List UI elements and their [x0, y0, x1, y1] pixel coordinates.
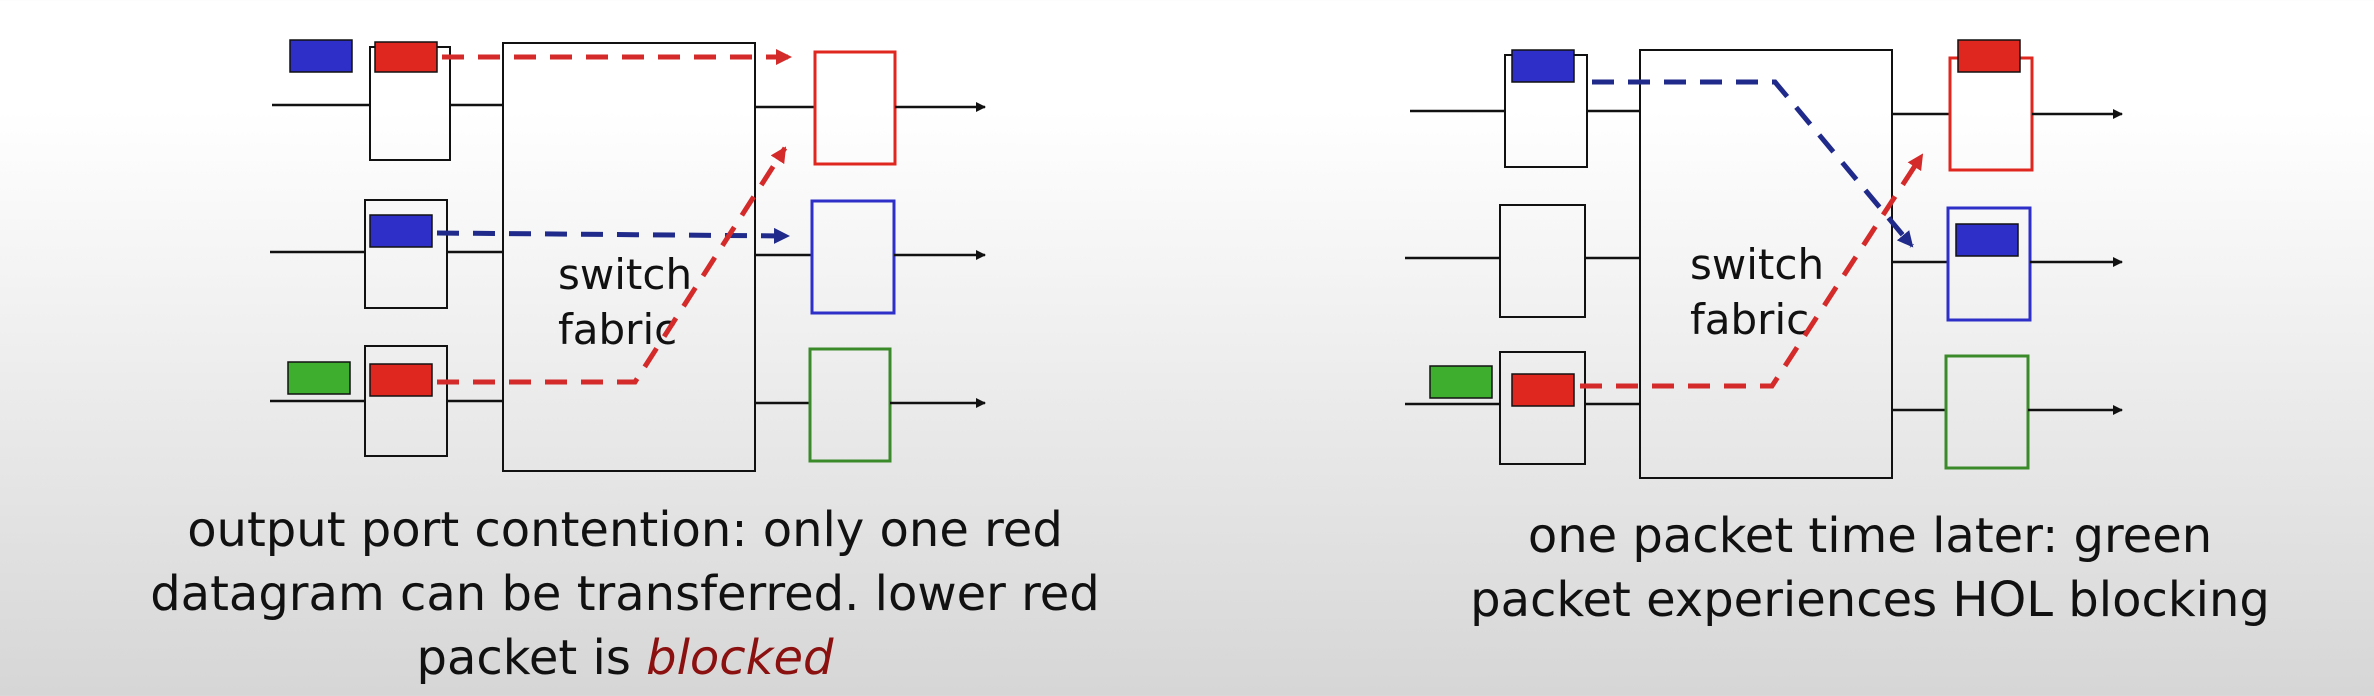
left-diagram: switch fabric [270, 40, 985, 471]
right-output-port-3 [1892, 356, 2122, 468]
right-input-port-2 [1405, 205, 1640, 317]
left-blue-path [437, 233, 788, 236]
left-output-port-2 [755, 201, 985, 313]
left-blue-packet-middle [370, 215, 432, 247]
right-fabric-label-2: fabric [1690, 295, 1809, 344]
right-caption: one packet time later: green packet expe… [1320, 504, 2374, 632]
left-fabric-label-1: switch [558, 250, 692, 299]
right-red-packet-bottom [1512, 374, 1574, 406]
left-caption-line-1: output port contention: only one red [80, 498, 1170, 562]
right-blue-packet-top [1512, 50, 1574, 82]
left-output-port-1 [755, 52, 985, 164]
right-caption-line-1: one packet time later: green [1320, 504, 2374, 568]
left-green-packet [288, 362, 350, 394]
left-fabric-label-2: fabric [558, 305, 677, 354]
right-caption-line-2: packet experiences HOL blocking [1320, 568, 2374, 632]
left-caption-line-2: datagram can be transferred. lower red [80, 562, 1170, 626]
left-red-packet-bottom [370, 364, 432, 396]
left-blue-packet-queued [290, 40, 352, 72]
right-red-packet-output [1958, 40, 2020, 72]
left-output-port-3 [755, 349, 985, 461]
right-output-port-1 [1892, 58, 2122, 170]
right-diagram: switch fabric [1405, 40, 2122, 478]
left-caption: output port contention: only one red dat… [80, 498, 1170, 690]
blocked-emphasis: blocked [646, 630, 833, 686]
left-caption-prefix: packet is [417, 630, 631, 686]
left-caption-line-3: packet is blocked [80, 626, 1170, 690]
right-blue-packet-output [1956, 224, 2018, 256]
left-red-packet-top [375, 42, 437, 72]
right-green-packet [1430, 366, 1492, 398]
right-fabric-label-1: switch [1690, 240, 1824, 289]
